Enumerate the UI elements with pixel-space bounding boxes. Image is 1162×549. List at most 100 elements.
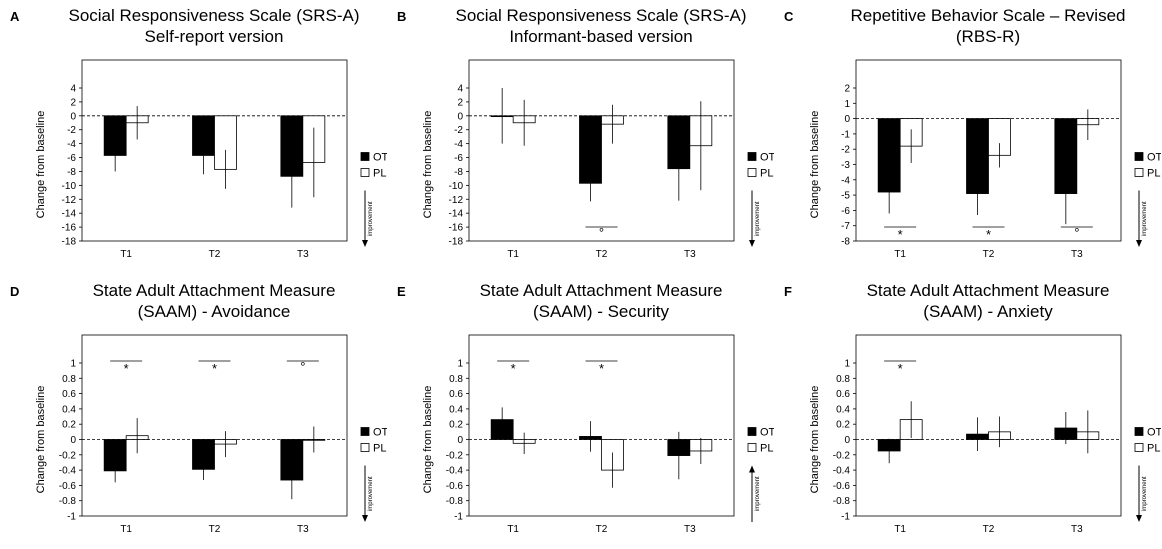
plot-frame: [855, 334, 1122, 517]
y-axis-label: Change from baseline: [422, 386, 434, 494]
sig-mark: *: [124, 361, 129, 376]
y-tick-label: 4: [457, 84, 463, 95]
x-tick-label: T1: [894, 524, 906, 535]
sig-mark: °: [1074, 225, 1079, 240]
y-tick-label: -0.2: [833, 450, 851, 461]
chart-title-line: State Adult Attachment Measure: [93, 281, 336, 300]
legend-label-pl: PL: [373, 443, 386, 455]
legend-label-ot: OT: [760, 152, 774, 164]
y-tick-label: 1: [457, 359, 463, 370]
y-tick-label: 0: [844, 435, 850, 446]
y-tick-label: 0.8: [62, 374, 76, 385]
y-tick-label: -0.8: [59, 496, 77, 507]
x-tick-label: T2: [596, 524, 608, 535]
y-tick-label: 1: [844, 99, 850, 110]
x-tick-label: T1: [507, 249, 519, 260]
panel-d: D State Adult Attachment Measure (SAAM) - …: [0, 275, 387, 549]
chart-title-line: (SAAM) - Anxiety: [923, 302, 1053, 321]
legend-label-ot: OT: [760, 427, 774, 439]
y-tick-label: 1: [844, 359, 850, 370]
y-tick-label: -8: [841, 237, 850, 248]
sig-mark: *: [599, 361, 604, 376]
y-tick-label: 0.6: [62, 389, 76, 400]
improvement-label: improvement: [755, 476, 761, 511]
y-tick-label: -4: [841, 175, 850, 186]
y-tick-label: -14: [449, 209, 464, 220]
chart-b: B Social Responsiveness Scale (SRS-A) Info…: [397, 6, 774, 260]
x-tick-label: T1: [120, 249, 132, 260]
y-tick-label: 0.6: [449, 389, 463, 400]
y-tick-label: -0.4: [833, 466, 851, 477]
legend-swatch-pl: [1134, 168, 1144, 177]
y-tick-label: -4: [67, 139, 76, 150]
chart-a: A Social Responsiveness Scale (SRS-A) Self…: [10, 6, 387, 260]
legend-swatch-pl: [360, 443, 370, 452]
y-tick-label: -12: [449, 195, 464, 206]
legend-label-ot: OT: [1147, 152, 1161, 164]
chart-title-line: (SAAM) - Avoidance: [138, 302, 291, 321]
x-tick-label: T3: [297, 524, 309, 535]
y-tick-label: -7: [841, 221, 850, 232]
x-tick-label: T2: [983, 249, 995, 260]
sig-mark: *: [898, 227, 903, 242]
legend-swatch-ot: [1134, 152, 1144, 161]
plot-frame: [468, 334, 735, 517]
y-tick-label: 0: [70, 435, 76, 446]
y-tick-label: -0.6: [833, 481, 851, 492]
chart-title-line: (RBS-R): [956, 27, 1020, 46]
y-tick-label: -2: [454, 125, 463, 136]
x-tick-label: T3: [1071, 524, 1083, 535]
chart-title-line: State Adult Attachment Measure: [867, 281, 1110, 300]
y-tick-label: 2: [844, 84, 850, 95]
y-tick-label: -8: [67, 167, 76, 178]
panel-letter: A: [10, 9, 20, 24]
y-tick-label: -6: [841, 206, 850, 217]
panel-c: C Repetitive Behavior Scale – Revised (RBS…: [774, 0, 1161, 274]
y-tick-label: 0.4: [62, 404, 76, 415]
y-tick-label: -4: [454, 139, 463, 150]
y-tick-label: 0.8: [836, 374, 850, 385]
legend-swatch-ot: [1134, 427, 1144, 436]
y-tick-label: -14: [62, 209, 77, 220]
y-tick-label: -12: [62, 195, 77, 206]
x-tick-label: T2: [209, 524, 221, 535]
y-tick-label: -18: [449, 237, 464, 248]
sig-mark: °: [300, 359, 305, 374]
panel-a: A Social Responsiveness Scale (SRS-A) Self…: [0, 0, 387, 274]
legend-swatch-pl: [360, 168, 370, 177]
panel-letter: B: [397, 9, 406, 24]
y-tick-label: -0.4: [59, 466, 77, 477]
y-tick-label: 0.2: [449, 420, 463, 431]
y-tick-label: -0.6: [59, 481, 77, 492]
x-tick-label: T3: [1071, 249, 1083, 260]
sig-mark: *: [511, 361, 516, 376]
legend-label-ot: OT: [373, 152, 387, 164]
chart-e: E State Adult Attachment Measure (SAAM) - …: [397, 281, 774, 535]
legend-label-ot: OT: [1147, 427, 1161, 439]
x-tick-label: T2: [983, 524, 995, 535]
plot-frame: [468, 59, 735, 242]
improvement-label: improvement: [368, 476, 374, 511]
y-tick-label: -8: [454, 167, 463, 178]
chart-d: D State Adult Attachment Measure (SAAM) - …: [10, 281, 387, 535]
panel-e: E State Adult Attachment Measure (SAAM) - …: [387, 275, 774, 549]
y-tick-label: -10: [449, 181, 464, 192]
y-tick-label: 0.4: [836, 404, 850, 415]
legend-swatch-ot: [360, 152, 370, 161]
panel-b: B Social Responsiveness Scale (SRS-A) Info…: [387, 0, 774, 274]
arrow-down-icon: [362, 240, 368, 247]
chart-title-line: Repetitive Behavior Scale – Revised: [851, 6, 1126, 25]
chart-f: F State Adult Attachment Measure (SAAM) - …: [784, 281, 1161, 535]
y-tick-label: 0: [457, 435, 463, 446]
x-tick-label: T1: [894, 249, 906, 260]
x-tick-label: T3: [297, 249, 309, 260]
arrow-up-icon: [749, 465, 755, 473]
plot-frame: [81, 59, 348, 242]
y-tick-label: 0.4: [449, 404, 463, 415]
improvement-label: improvement: [755, 201, 761, 236]
y-tick-label: 0: [457, 111, 463, 122]
sig-mark: *: [898, 361, 903, 376]
legend-label-pl: PL: [760, 443, 773, 455]
plot-frame: [81, 334, 348, 517]
sig-mark: *: [212, 361, 217, 376]
